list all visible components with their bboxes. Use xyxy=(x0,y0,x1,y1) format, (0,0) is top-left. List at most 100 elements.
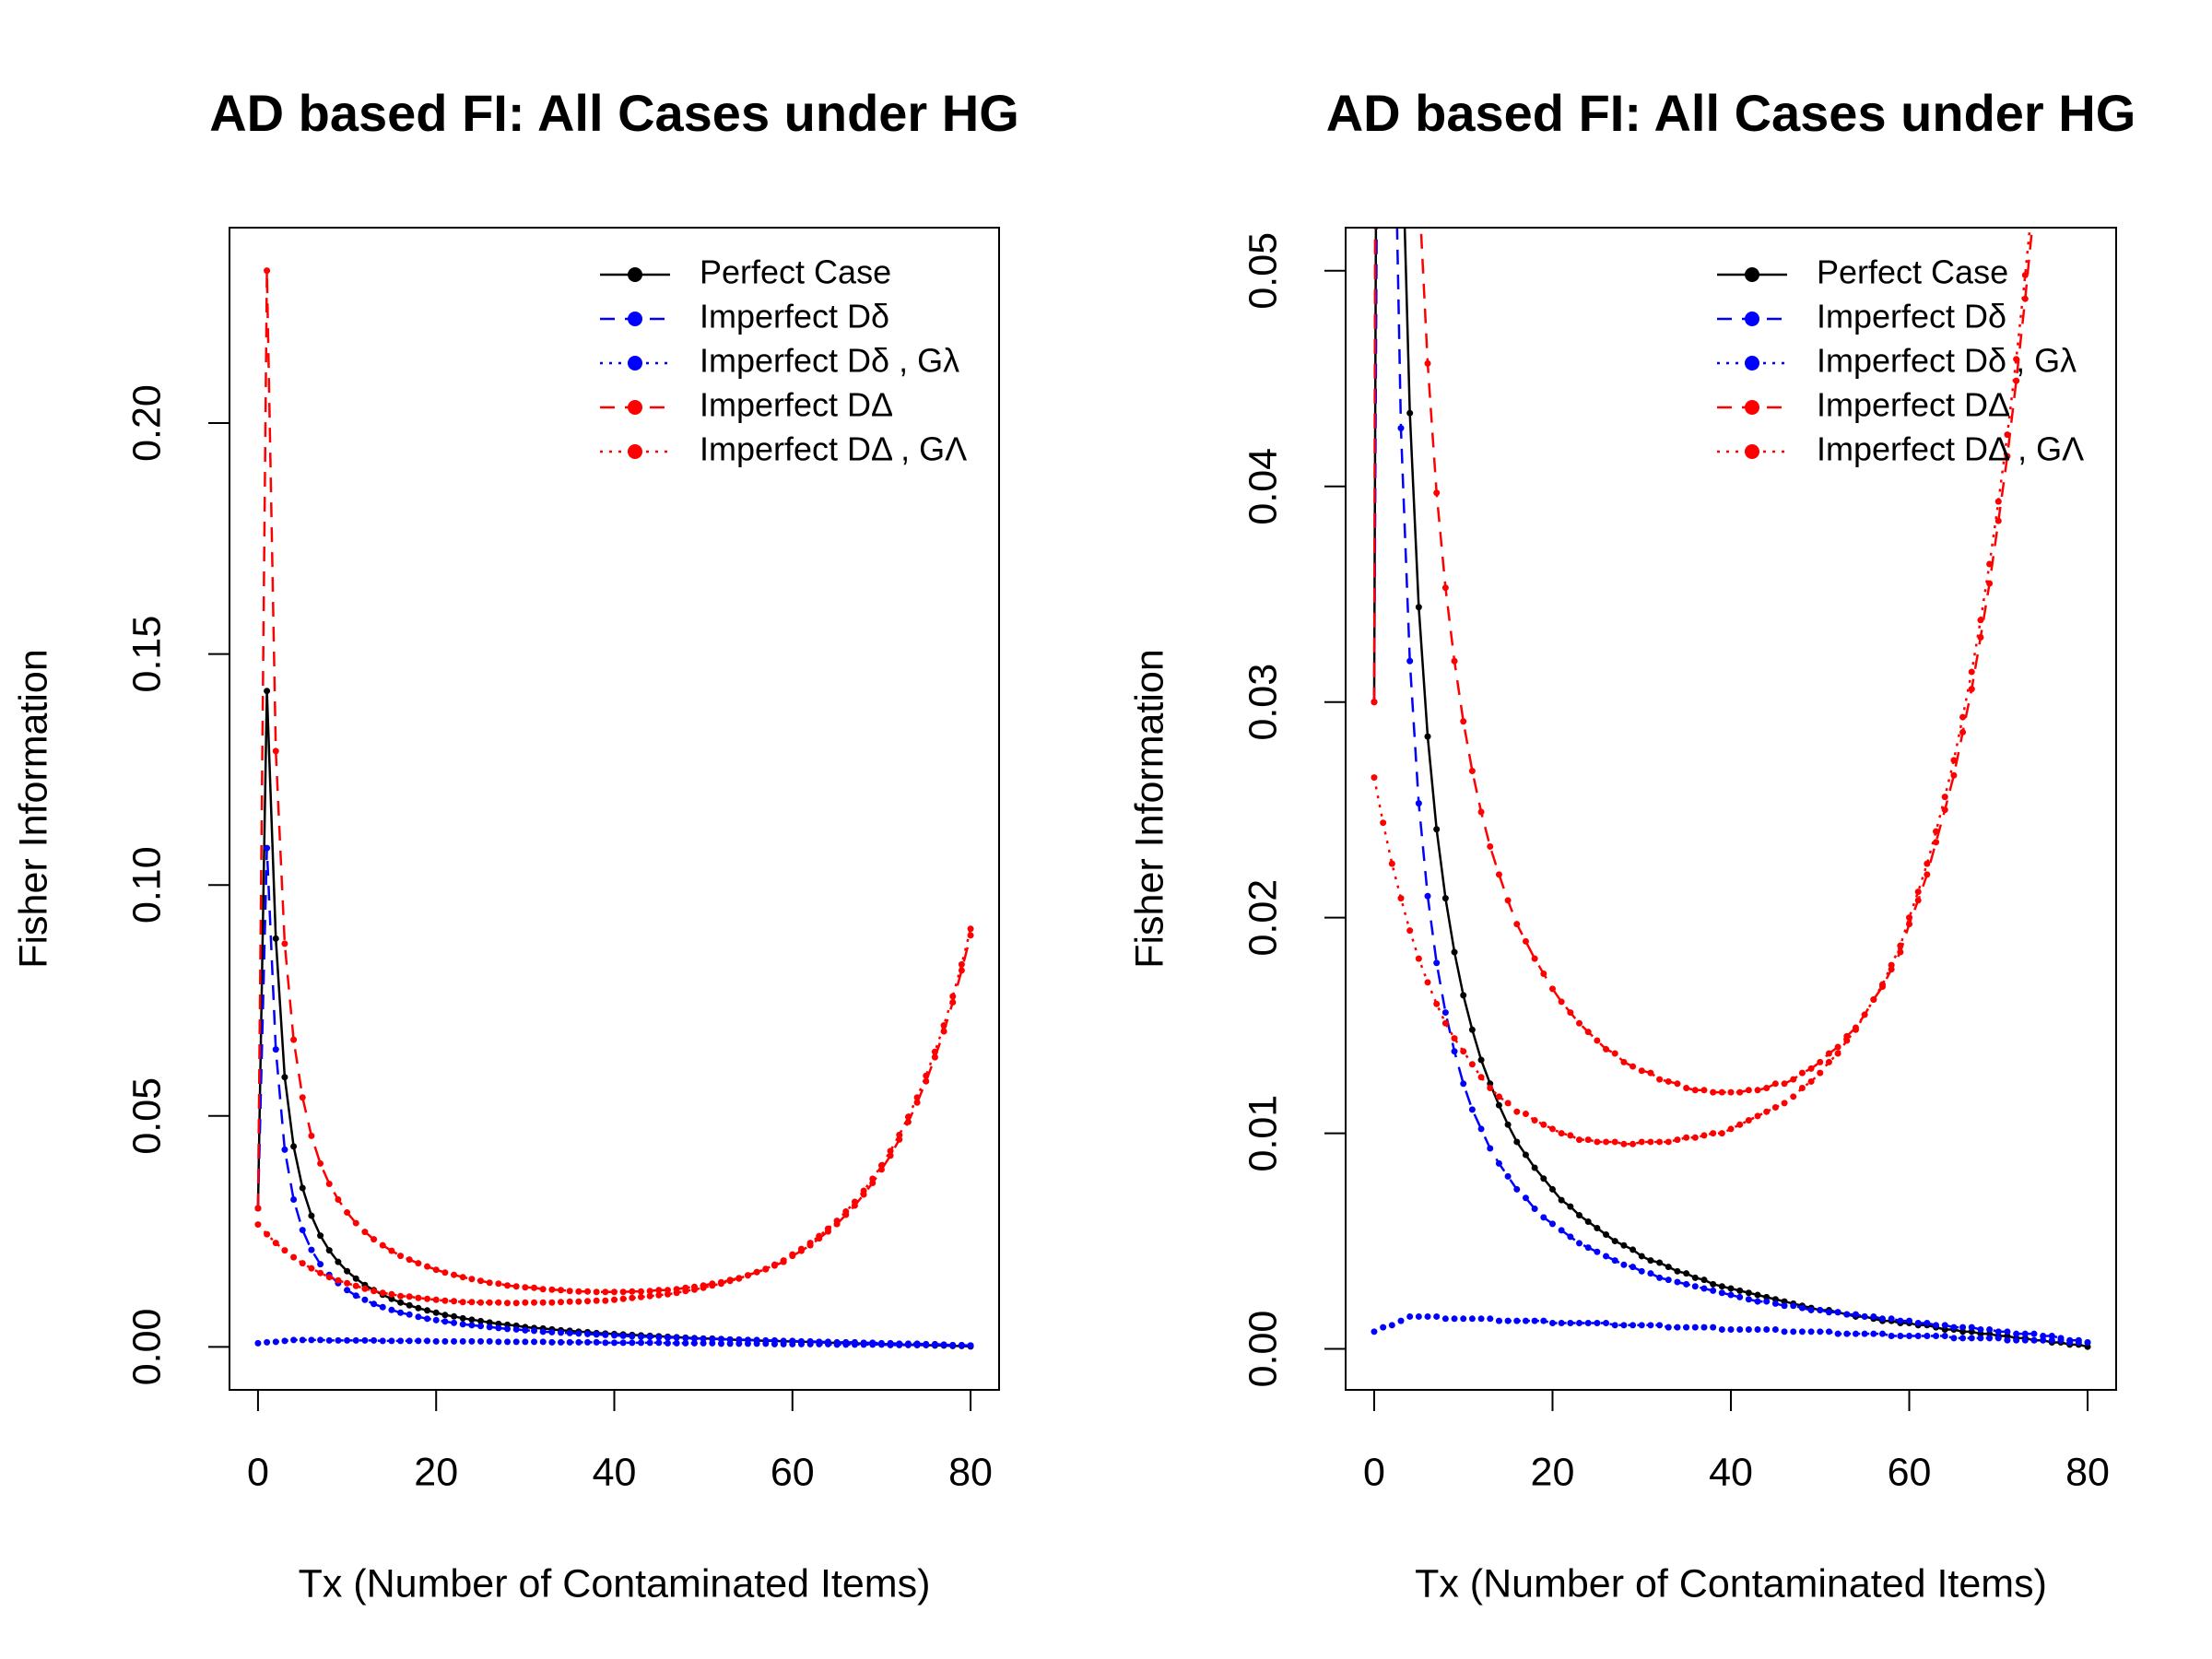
data-point xyxy=(1504,1121,1512,1128)
data-point xyxy=(896,1131,903,1138)
data-point xyxy=(1531,1317,1538,1324)
data-point xyxy=(1700,1277,1708,1284)
data-point xyxy=(1371,1328,1378,1335)
y-tick-label: 0.05 xyxy=(124,1077,169,1155)
x-tick-label: 40 xyxy=(593,1450,637,1494)
data-point xyxy=(1807,1065,1815,1072)
data-point xyxy=(1763,1084,1771,1091)
data-point xyxy=(1977,617,1984,624)
data-point xyxy=(1576,1319,1583,1326)
data-point xyxy=(2004,1336,2011,1344)
data-point xyxy=(1567,1319,1574,1326)
data-point xyxy=(1424,733,1431,740)
data-point xyxy=(512,1283,520,1290)
data-point xyxy=(1817,1058,1824,1065)
data-point xyxy=(1406,657,1414,665)
data-point xyxy=(1584,1029,1592,1036)
data-point xyxy=(451,1319,458,1326)
data-point xyxy=(352,1282,359,1289)
legend-marker xyxy=(1745,312,1759,326)
data-point xyxy=(371,1288,378,1295)
data-point xyxy=(1424,1312,1431,1320)
data-point xyxy=(566,1298,573,1305)
data-point xyxy=(1700,1285,1708,1292)
data-point xyxy=(477,1323,485,1330)
data-point xyxy=(1441,1019,1449,1027)
x-axis-label: Tx (Number of Contaminated Items) xyxy=(1415,1561,2047,1606)
data-point xyxy=(486,1324,493,1331)
data-point xyxy=(379,1289,386,1297)
legend-label: Imperfect Dδ xyxy=(700,298,889,335)
data-point xyxy=(1691,1274,1699,1281)
data-point xyxy=(1933,1322,1940,1329)
data-point xyxy=(913,1094,921,1101)
x-tick-label: 40 xyxy=(1709,1450,1753,1494)
data-point xyxy=(558,1287,565,1294)
data-point xyxy=(451,1271,458,1278)
data-point xyxy=(842,1341,850,1348)
data-point xyxy=(424,1307,431,1314)
y-tick-label: 0.02 xyxy=(1241,879,1285,957)
data-point xyxy=(1620,1241,1628,1249)
data-point xyxy=(558,1329,565,1336)
data-point xyxy=(1745,1296,1752,1303)
data-point xyxy=(629,1288,636,1295)
data-point xyxy=(317,1269,324,1277)
data-point xyxy=(1665,1077,1672,1085)
data-point xyxy=(1870,996,1877,1004)
data-point xyxy=(682,1288,689,1295)
data-point xyxy=(1790,1302,1797,1310)
data-point xyxy=(566,1329,573,1336)
data-point xyxy=(1468,1106,1476,1113)
data-point xyxy=(2004,1328,2011,1335)
data-point xyxy=(1630,1264,1637,1271)
data-point xyxy=(1620,1140,1628,1147)
data-point xyxy=(424,1295,431,1302)
data-point xyxy=(673,1334,680,1341)
data-point xyxy=(1674,1267,1681,1275)
data-point xyxy=(1603,1231,1610,1239)
data-point xyxy=(1665,1277,1672,1284)
data-point xyxy=(1567,1233,1574,1241)
data-point xyxy=(1433,826,1441,833)
data-point xyxy=(619,1339,627,1347)
legend-label: Imperfect Dδ , Gλ xyxy=(1817,342,2077,380)
data-point xyxy=(1941,806,1948,814)
data-point xyxy=(1540,1214,1547,1221)
data-point xyxy=(1683,1280,1690,1288)
data-point xyxy=(308,1336,315,1344)
data-point xyxy=(335,1258,342,1265)
data-point xyxy=(432,1316,440,1324)
x-tick-label: 20 xyxy=(1531,1450,1575,1494)
data-point xyxy=(1424,359,1431,367)
data-point xyxy=(468,1299,476,1306)
data-point xyxy=(1710,1088,1717,1096)
data-point xyxy=(1897,1317,1904,1324)
data-point xyxy=(1906,914,1913,922)
data-point xyxy=(531,1284,538,1291)
data-point xyxy=(664,1334,671,1341)
data-point xyxy=(1994,517,2002,524)
data-point xyxy=(602,1288,609,1296)
data-point xyxy=(646,1292,653,1300)
data-point xyxy=(1397,1317,1405,1324)
data-point xyxy=(1968,668,1975,676)
data-point xyxy=(548,1286,556,1293)
data-point xyxy=(887,1147,894,1155)
data-point xyxy=(1647,1322,1654,1329)
data-point xyxy=(1691,1087,1699,1094)
data-point xyxy=(1603,1253,1610,1260)
data-point xyxy=(1817,1069,1824,1077)
data-point xyxy=(290,1196,298,1204)
data-point xyxy=(1656,1322,1664,1329)
data-point xyxy=(611,1296,618,1303)
data-point xyxy=(477,1317,485,1324)
data-point xyxy=(451,1298,458,1305)
data-point xyxy=(619,1288,627,1296)
data-point xyxy=(1825,1309,1832,1316)
data-point xyxy=(637,1333,644,1340)
data-point xyxy=(824,1340,831,1347)
data-point xyxy=(780,1257,787,1265)
